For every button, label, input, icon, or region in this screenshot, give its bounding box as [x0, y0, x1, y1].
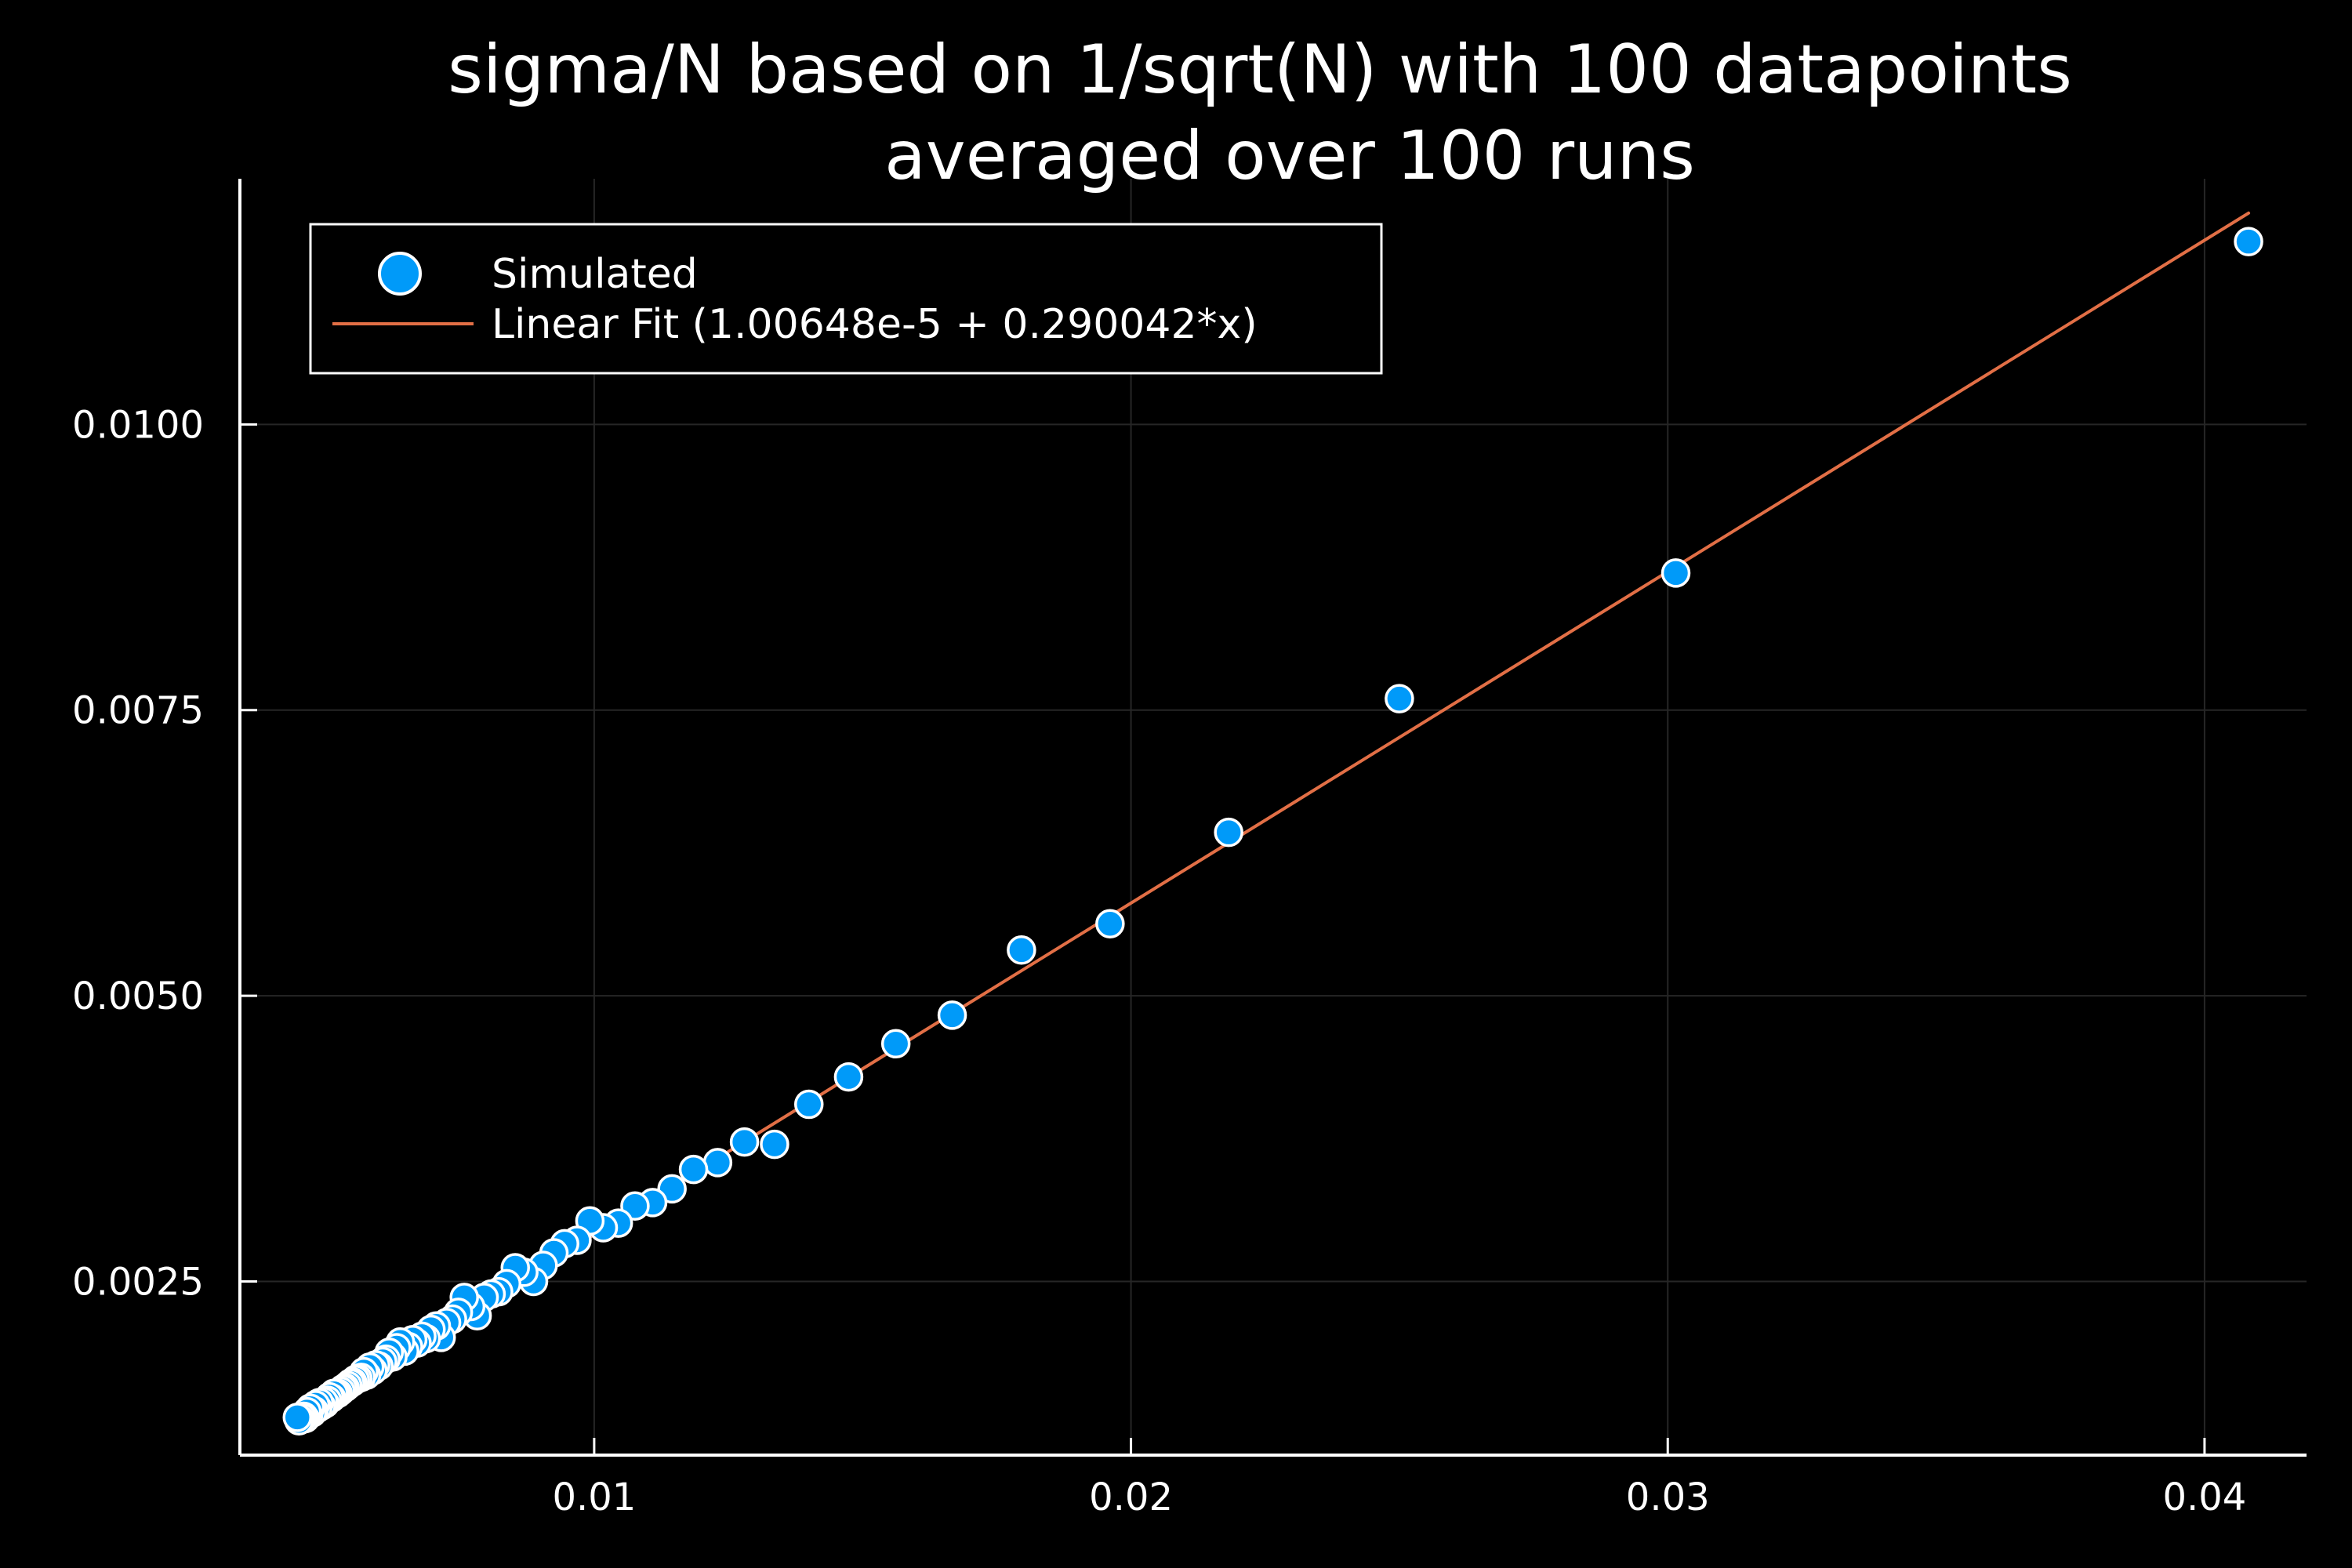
scatter-point	[1214, 817, 1243, 848]
scatter-point	[2234, 227, 2263, 256]
legend-label-fit: Linear Fit (1.00648e-5 + 0.290042*x)	[492, 301, 1258, 348]
legend-label-simulated: Simulated	[492, 251, 698, 298]
scatter-points-layer	[282, 227, 2263, 1436]
scatter-point	[1007, 935, 1036, 965]
scatter-point	[760, 1129, 789, 1160]
scatter-point	[678, 1154, 709, 1185]
chart-title-line-1: sigma/N based on 1/sqrt(N) with 100 data…	[448, 31, 2072, 109]
scatter-point	[833, 1062, 864, 1092]
scatter-point	[937, 1000, 967, 1030]
chart-title-line-2: averaged over 100 runs	[884, 117, 1695, 195]
x-tick-label: 0.03	[1626, 1475, 1710, 1519]
scatter-point	[1385, 684, 1414, 713]
scatter-point	[880, 1029, 911, 1059]
scatter-point	[729, 1127, 760, 1157]
scatter-point	[702, 1148, 733, 1178]
legend-box	[309, 223, 1383, 375]
scatter-point	[1661, 558, 1691, 588]
scatter-point	[1095, 909, 1125, 939]
scatter-point	[794, 1089, 824, 1120]
y-tick-label: 0.0100	[72, 403, 204, 447]
grid-lines	[240, 179, 2307, 1455]
x-axis-ticks: 0.01 0.02 0.03 0.04	[552, 1438, 2246, 1519]
legend: Simulated Linear Fit (1.00648e-5 + 0.290…	[309, 223, 1383, 375]
y-tick-label: 0.0050	[72, 975, 204, 1018]
x-tick-label: 0.02	[1089, 1475, 1173, 1519]
x-tick-label: 0.04	[2162, 1475, 2246, 1519]
y-axis-ticks: 0.0025 0.0050 0.0075 0.0100	[72, 403, 257, 1304]
y-tick-label: 0.0075	[72, 689, 204, 733]
y-tick-label: 0.0025	[72, 1260, 204, 1304]
legend-marker-simulated	[378, 252, 422, 296]
x-tick-label: 0.01	[552, 1475, 636, 1519]
scatter-point	[282, 1403, 313, 1432]
